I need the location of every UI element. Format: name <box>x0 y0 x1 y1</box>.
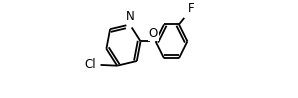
Text: O: O <box>149 27 158 40</box>
Text: Cl: Cl <box>84 58 96 71</box>
Text: F: F <box>187 2 194 15</box>
Text: N: N <box>125 10 134 23</box>
